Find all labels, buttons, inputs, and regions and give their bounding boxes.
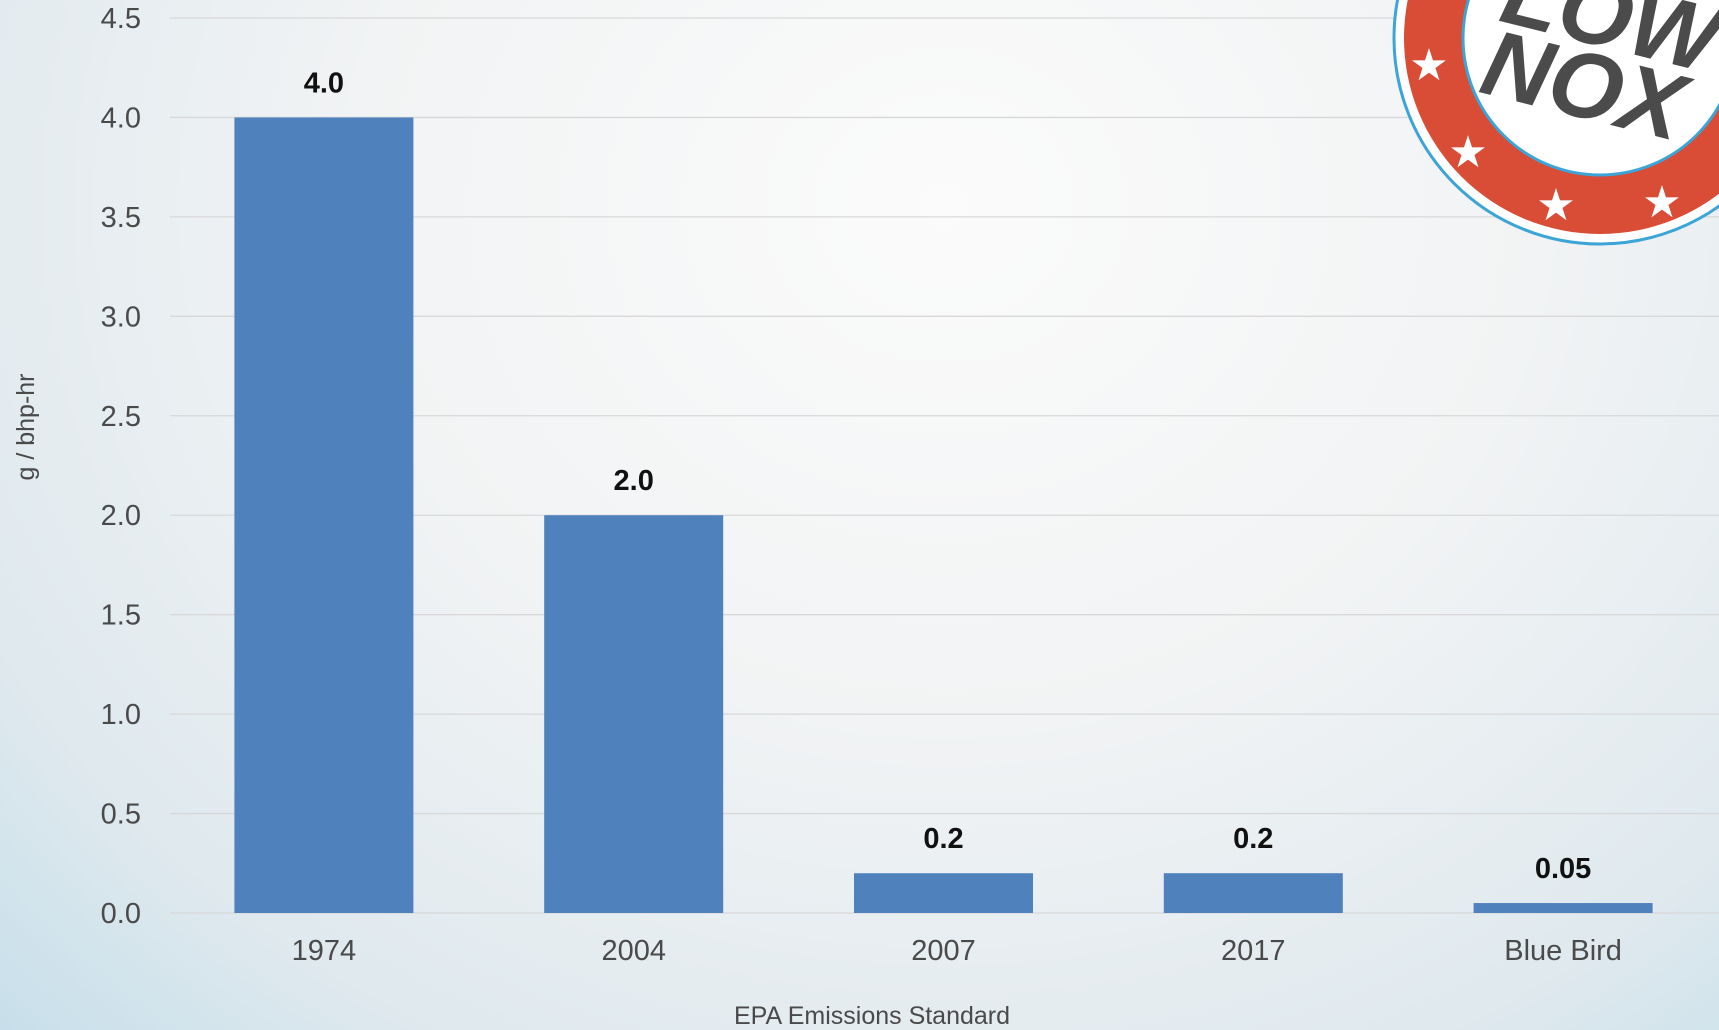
bar-data-label: 0.05 [1535,853,1591,885]
bar [544,515,724,913]
y-tick-label: 2.5 [101,401,141,433]
y-tick-label: 4.5 [101,3,141,35]
x-category-label: Blue Bird [1504,935,1622,967]
y-tick-label: 0.0 [101,898,141,930]
bar-data-label: 0.2 [923,823,963,855]
x-category-label: 2007 [911,935,976,967]
bars [234,117,1653,913]
y-tick-label: 4.0 [101,102,141,134]
y-tick-label: 1.0 [101,699,141,731]
y-axis-ticks: 0.0 0.5 1.0 1.5 2.0 2.5 3.0 3.5 4.0 4.5 [101,3,141,930]
x-category-label: 2004 [601,935,666,967]
y-tick-label: 0.5 [101,799,141,831]
bar-data-label: 0.2 [1233,823,1273,855]
low-nox-badge: ★ ★ ★ ★ LOW NOX [1392,0,1719,246]
y-tick-label: 3.5 [101,202,141,234]
y-tick-label: 1.5 [101,600,141,632]
x-category-label: 2017 [1221,935,1286,967]
bar-data-label: 4.0 [304,67,344,99]
x-category-label: 1974 [292,935,357,967]
star-icon: ★ [1409,41,1448,90]
data-labels: 4.0 2.0 0.2 0.2 0.05 [304,67,1592,885]
y-axis-title: g / bhp-hr [12,373,40,480]
y-tick-label: 2.0 [101,500,141,532]
bar-data-label: 2.0 [614,465,654,497]
star-icon: ★ [1536,181,1575,230]
bar [234,117,414,913]
bar [1163,873,1343,913]
star-icon: ★ [1448,128,1487,177]
bar [1473,903,1653,913]
x-axis-title: EPA Emissions Standard [734,1002,1010,1030]
star-icon: ★ [1642,178,1681,227]
x-axis-categories: 1974 2004 2007 2017 Blue Bird [292,935,1622,967]
y-tick-label: 3.0 [101,301,141,333]
badge-inner-circle [1461,0,1719,177]
bar [854,873,1033,913]
badge-stars: ★ ★ ★ ★ [1409,41,1681,230]
